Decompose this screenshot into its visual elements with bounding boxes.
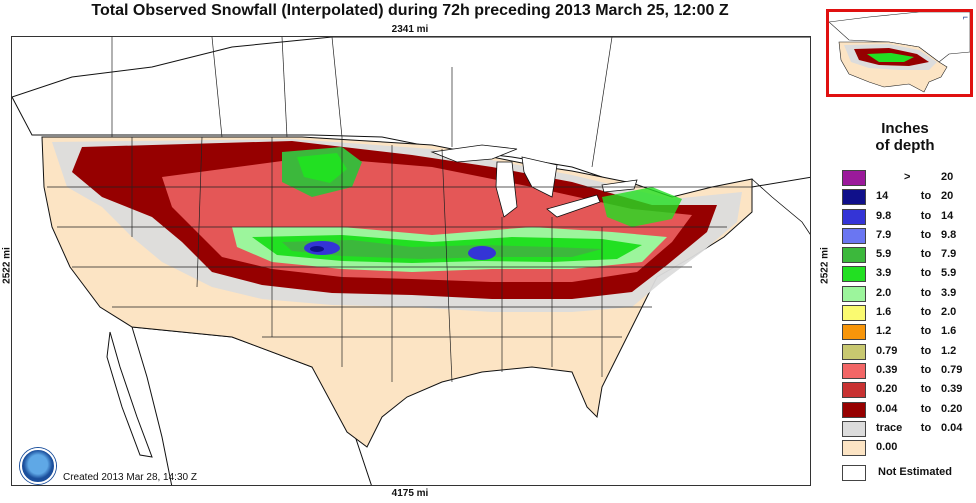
snow-band-59 <box>282 240 602 259</box>
legend-to-word: to <box>920 325 932 338</box>
legend-title: Inches of depth <box>850 120 960 154</box>
heavy-snow-area-missouri <box>468 246 496 260</box>
legend-swatch <box>842 343 866 360</box>
noaa-logo <box>20 448 56 484</box>
legend-swatch <box>842 170 866 186</box>
legend-high-value: 1.6 <box>941 325 957 338</box>
legend-high-value: 0.20 <box>941 402 963 415</box>
legend-high-value: 3.9 <box>941 286 957 299</box>
overview-map-canvas <box>829 12 970 93</box>
legend-to-word: to <box>920 402 932 415</box>
legend-low-value: 0.79 <box>876 344 898 357</box>
legend-low-value: 3.9 <box>876 267 892 280</box>
legend-high-value: 14 <box>941 209 954 222</box>
legend-low-value: 5.9 <box>876 248 892 261</box>
legend-low-value: 7.9 <box>876 228 892 241</box>
legend-high-value: 1.2 <box>941 344 957 357</box>
overview-map[interactable]: ⌐ <box>826 9 973 97</box>
legend-swatch <box>842 285 866 302</box>
legend-high-value: 2.0 <box>941 306 957 319</box>
legend-to-word: to <box>920 421 932 434</box>
legend-high-value: 9.8 <box>941 228 957 241</box>
not-estimated-swatch <box>842 465 866 481</box>
legend-high-value: 5.9 <box>941 267 957 280</box>
legend-low-value: 1.6 <box>876 306 892 319</box>
legend-swatch <box>842 382 866 399</box>
map-canvas <box>12 37 810 485</box>
snowfall-map[interactable] <box>11 36 811 486</box>
map-title: Total Observed Snowfall (Interpolated) d… <box>91 2 729 19</box>
legend-to-word: to <box>920 267 932 280</box>
legend-to-word: to <box>920 248 932 261</box>
legend-swatch <box>842 440 866 457</box>
created-timestamp: Created 2013 Mar 28, 14:30 Z <box>63 472 197 483</box>
legend-low-value: 0.39 <box>876 363 898 376</box>
legend-low-value: 1.2 <box>876 325 892 338</box>
legend-to-word: to <box>920 209 932 222</box>
legend-high-value: 20 <box>941 190 954 203</box>
legend-to-word: to <box>920 190 932 203</box>
lake-superior <box>430 144 518 163</box>
northeast-snow <box>602 187 682 227</box>
legend-title-line1: Inches <box>881 120 929 137</box>
legend-swatch <box>842 401 866 418</box>
heavy-snow-area-core <box>310 246 324 252</box>
legend-swatch <box>842 208 866 225</box>
legend-swatch <box>842 420 866 437</box>
legend-low-value: trace <box>876 421 903 434</box>
overview-corner-mark: ⌐ <box>962 12 968 22</box>
legend-swatch <box>842 324 866 341</box>
legend-title-line2: of depth <box>875 137 935 154</box>
lake-erie <box>546 194 601 218</box>
baja-outline <box>106 331 153 458</box>
lake-michigan <box>495 161 518 218</box>
not-estimated-label: Not Estimated <box>878 466 952 478</box>
legend-low-value: 0.20 <box>876 383 898 396</box>
scale-right-label: 2522 mi <box>819 247 831 284</box>
scale-bottom-label: 4175 mi <box>391 488 429 499</box>
legend-low-value: 14 <box>876 190 889 203</box>
legend-high-value: 20 <box>941 171 954 183</box>
north-plains-snow-light <box>297 153 347 183</box>
legend-to-word: to <box>920 306 932 319</box>
state-boundaries <box>47 136 752 383</box>
legend-to-word: to <box>920 363 932 376</box>
legend-high-value: 0.79 <box>941 363 963 376</box>
legend-low-value: 0.00 <box>876 441 898 454</box>
scale-top-label: 2341 mi <box>391 24 429 35</box>
legend-high-value: 0.04 <box>941 421 963 434</box>
legend-to-word: to <box>920 228 932 241</box>
legend-high-value: 7.9 <box>941 248 957 261</box>
legend-high-value: 0.39 <box>941 383 963 396</box>
legend-to-word: to <box>920 383 932 396</box>
legend-swatch <box>842 266 866 283</box>
legend-low-value: 2.0 <box>876 286 892 299</box>
legend-swatch <box>842 305 866 322</box>
legend-to-word: to <box>920 344 932 357</box>
legend-low-value: 9.8 <box>876 209 892 222</box>
legend-low-value: > <box>904 171 911 183</box>
legend-swatch <box>842 189 866 206</box>
legend-low-value: 0.04 <box>876 402 898 415</box>
legend-swatch <box>842 362 866 379</box>
province-boundaries <box>111 37 613 168</box>
legend-to-word: to <box>920 286 932 299</box>
legend-swatch <box>842 227 866 244</box>
lake-ontario <box>601 179 638 193</box>
atlantic-coast <box>751 178 810 235</box>
legend-swatch <box>842 247 866 264</box>
